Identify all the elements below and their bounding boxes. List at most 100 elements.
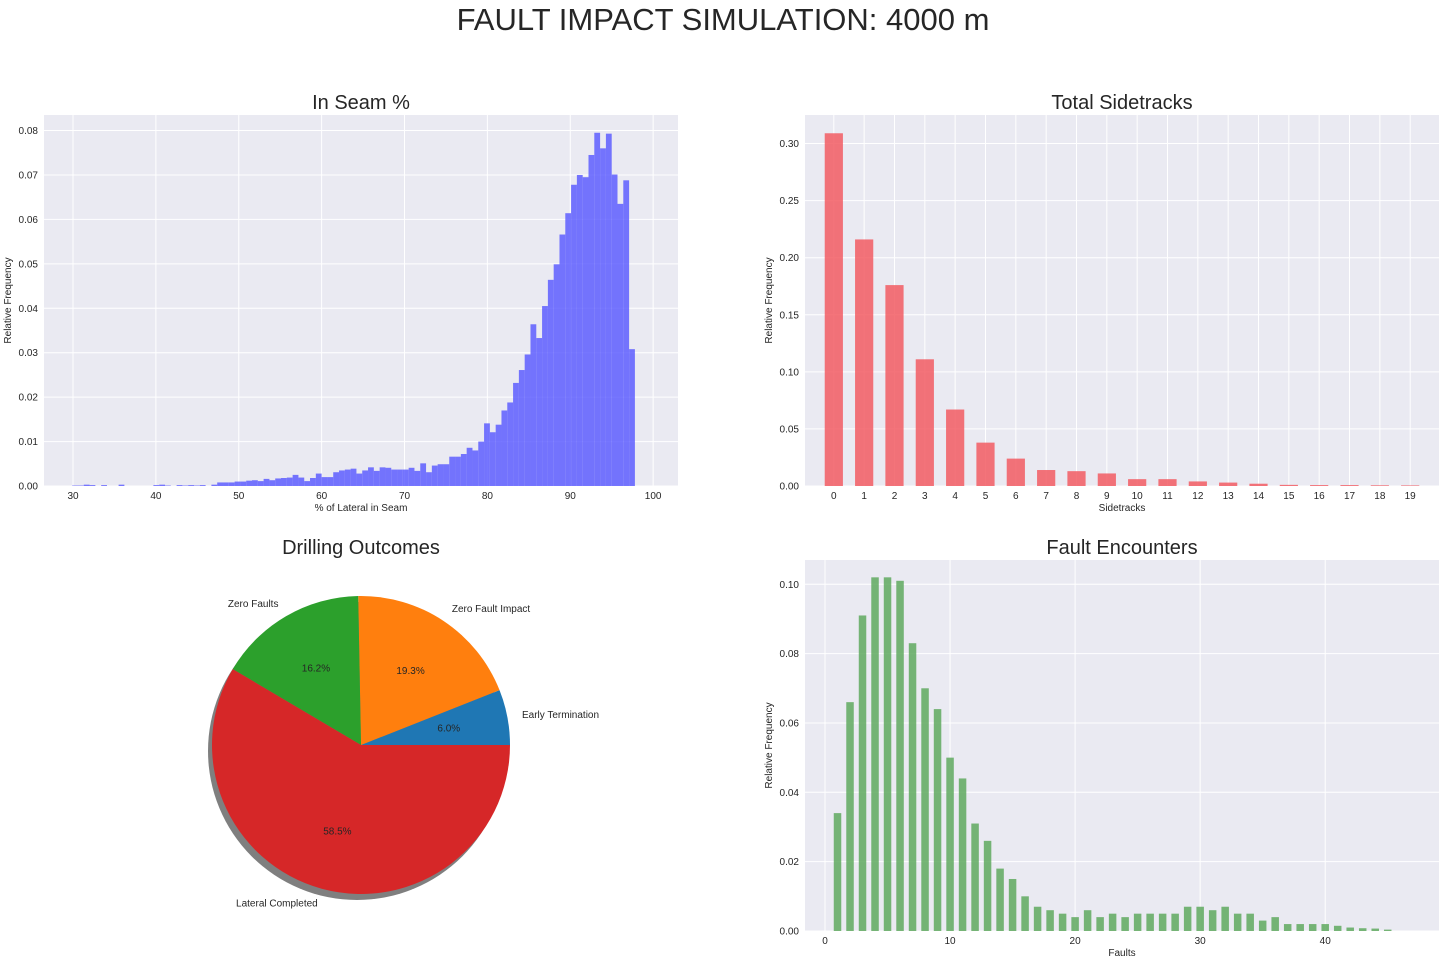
faults-bar [1083, 910, 1092, 931]
in-seam-bar [571, 184, 577, 486]
in-seam-bar [507, 402, 514, 486]
in-seam-bar [605, 133, 612, 486]
sidetracks-xtick-label: 3 [922, 491, 928, 502]
in-seam-bar [89, 485, 96, 486]
sidetracks-bar [1158, 479, 1177, 486]
in-seam-bar [344, 469, 351, 486]
faults-ytick-label: 0.04 [780, 788, 800, 799]
faults-bar [1333, 925, 1342, 931]
faults-bar [1121, 917, 1129, 931]
outcomes-chart: Drilling Outcomes 6.0% Early Termination 19… [208, 537, 599, 910]
in-seam-ytick-label: 0.01 [19, 437, 39, 448]
in-seam-ylabel: Relative Frequency [3, 257, 14, 343]
sidetracks-bar [885, 285, 904, 486]
faults-bar [1321, 924, 1329, 931]
figure-title: FAULT IMPACT SIMULATION: 4000 m [456, 2, 990, 37]
faults-bar [1271, 917, 1279, 931]
sidetracks-xtick-label: 2 [892, 491, 898, 502]
outcomes-title: Drilling Outcomes [282, 537, 440, 559]
faults-xtick-label: 0 [822, 936, 828, 947]
sidetracks-title: Total Sidetracks [1051, 92, 1192, 114]
in-seam-bar [600, 148, 606, 486]
in-seam-bar [582, 177, 589, 486]
faults-bar [1021, 896, 1029, 931]
in-seam-bar [234, 481, 241, 486]
in-seam-bar [298, 477, 305, 486]
faults-ytick-label: 0.00 [780, 927, 800, 938]
in-seam-bar [547, 279, 554, 486]
in-seam-bar [495, 424, 502, 486]
sidetracks-xtick-label: 12 [1192, 491, 1204, 502]
faults-bar [921, 688, 929, 931]
in-seam-bar [472, 450, 479, 486]
in-seam-bar [362, 470, 369, 486]
pie-label: Zero Faults [228, 599, 279, 610]
faults-bar [983, 840, 992, 931]
in-seam-bar [565, 213, 572, 486]
sidetracks-ytick-label: 0.10 [780, 367, 800, 378]
faults-bar [1371, 928, 1379, 931]
in-seam-xtick-label: 30 [67, 491, 79, 502]
faults-bar [833, 813, 842, 931]
in-seam-xtick-label: 60 [316, 491, 328, 502]
sidetracks-xtick-label: 16 [1314, 491, 1326, 502]
in-seam-bar [449, 456, 456, 486]
in-seam-bar [559, 234, 566, 486]
in-seam-bar [118, 484, 125, 486]
in-seam-bar [368, 467, 374, 486]
in-seam-bar [443, 464, 450, 486]
pie-label: Lateral Completed [236, 899, 318, 910]
in-seam-bar [553, 264, 560, 486]
in-seam-bar [269, 480, 276, 486]
in-seam-bar [228, 482, 235, 486]
in-seam-bar [217, 482, 224, 486]
faults-ylabel: Relative Frequency [764, 702, 775, 788]
in-seam-bar [414, 470, 421, 486]
faults-xlabel: Faults [1108, 948, 1135, 959]
in-seam-bar [594, 132, 601, 486]
in-seam-bar [385, 467, 392, 486]
in-seam-bar [617, 203, 624, 486]
sidetracks-bar [1370, 485, 1389, 486]
sidetracks-bar [855, 239, 874, 486]
in-seam-bar [455, 456, 461, 486]
sidetracks-chart: 0.000.050.100.150.200.250.300 1 2 3 4 5 6 7 8 9 10… [764, 92, 1439, 514]
in-seam-xtick-label: 100 [645, 491, 662, 502]
faults-title: Fault Encounters [1046, 537, 1197, 559]
faults-bar [1383, 929, 1392, 931]
in-seam-bar [350, 468, 357, 486]
sidetracks-bar [1067, 471, 1086, 486]
sidetracks-bar [1310, 485, 1329, 486]
sidetracks-xtick-label: 8 [1074, 491, 1080, 502]
in-seam-bar [397, 469, 403, 486]
in-seam-bar [223, 482, 229, 486]
in-seam-bar [530, 324, 537, 486]
in-seam-bar [257, 481, 264, 486]
in-seam-bar [576, 174, 583, 486]
in-seam-bar [199, 485, 206, 486]
in-seam-bar [402, 469, 409, 486]
in-seam-bar [524, 354, 531, 486]
sidetracks-ytick-label: 0.15 [780, 310, 800, 321]
in-seam-bar [292, 474, 299, 486]
in-seam-bar [478, 441, 485, 486]
faults-bar [1246, 913, 1254, 931]
faults-bar [1108, 913, 1117, 931]
in-seam-bar [83, 484, 90, 486]
in-seam-bar [489, 432, 496, 486]
in-seam-bar [379, 467, 386, 486]
faults-bar [1071, 917, 1079, 931]
faults-bar [1096, 917, 1104, 931]
in-seam-ytick-label: 0.08 [19, 126, 39, 137]
faults-xtick-label: 10 [944, 936, 956, 947]
faults-bar [1221, 906, 1229, 931]
in-seam-xlabel: % of Lateral in Seam [315, 503, 408, 514]
sidetracks-xtick-label: 7 [1043, 491, 1049, 502]
in-seam-bar [339, 470, 345, 486]
sidetracks-xtick-label: 19 [1405, 491, 1417, 502]
in-seam-bar [263, 478, 270, 486]
faults-bar [896, 580, 904, 931]
in-seam-xtick-label: 80 [482, 491, 494, 502]
faults-bar [883, 577, 892, 931]
